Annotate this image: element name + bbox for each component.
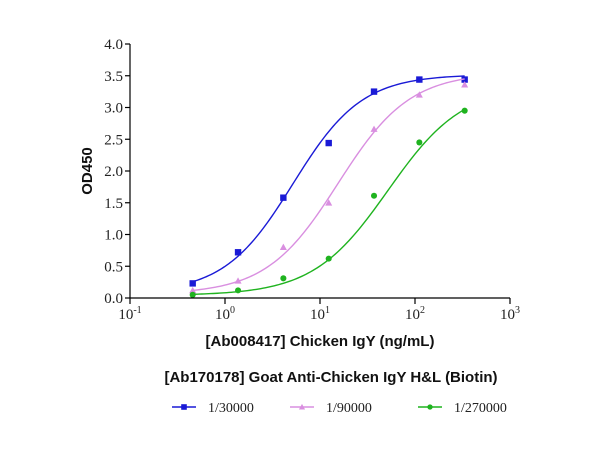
- data-point-triangle: [234, 277, 242, 284]
- data-point-square: [234, 249, 242, 256]
- y-ticks: 0.0 0.5 1.0 1.5 2.0 2.5 3.0 3.5 4.0: [104, 37, 130, 307]
- data-point-triangle: [415, 91, 423, 98]
- y-tick-label: 4.0: [104, 37, 123, 53]
- data-point-circle: [416, 139, 423, 146]
- x-ticks: 10-1 100 101 102 103: [118, 298, 520, 323]
- y-tick-label: 1.0: [104, 228, 123, 244]
- series-1-270000: [189, 107, 468, 298]
- data-point-square: [189, 280, 196, 287]
- y-tick-label: 3.0: [104, 101, 123, 117]
- data-point-square: [370, 88, 378, 95]
- data-point-square: [280, 194, 287, 201]
- legend-title: [Ab170178] Goat Anti-Chicken IgY H&L (Bi…: [164, 369, 497, 386]
- series-1-30000: [189, 75, 468, 287]
- data-point-circle: [427, 404, 433, 410]
- legend-item: 1/90000: [290, 401, 372, 416]
- x-tick-label: 101: [310, 305, 330, 323]
- x-axis-title: [Ab008417] Chicken IgY (ng/mL): [206, 333, 435, 350]
- data-point-circle: [189, 291, 196, 298]
- data-point-circle: [461, 107, 468, 114]
- x-tick-label: 10-1: [118, 305, 141, 323]
- data-point-square: [325, 139, 332, 147]
- data-point-circle: [280, 275, 287, 282]
- data-point-triangle: [298, 403, 306, 410]
- y-tick-label: 1.5: [104, 196, 123, 212]
- data-point-triangle: [189, 286, 197, 294]
- data-point-triangle: [279, 243, 287, 251]
- legend-item: 1/270000: [418, 401, 507, 416]
- legend-item: 1/30000: [172, 401, 254, 416]
- data-point-square: [416, 76, 423, 83]
- x-tick-label: 102: [405, 305, 425, 323]
- x-tick-label: 103: [500, 305, 520, 323]
- series-1-90000: [189, 78, 469, 294]
- y-tick-label: 0.5: [104, 259, 123, 275]
- y-axis-title: OD450: [79, 147, 96, 195]
- data-point-square: [181, 404, 187, 410]
- data-point-triangle: [370, 125, 378, 132]
- y-tick-label: 3.5: [104, 69, 123, 85]
- plot-area: [189, 75, 469, 298]
- y-tick-label: 2.0: [104, 164, 123, 180]
- axes: 0.00.51.01.52.02.53.03.54.0 10-1 100 101 10…: [104, 37, 520, 323]
- data-point-circle: [235, 287, 242, 294]
- data-point-circle: [325, 255, 332, 262]
- legend-label: 1/30000: [208, 401, 254, 416]
- legend-label: 1/270000: [454, 401, 507, 416]
- fit-curve: [192, 75, 465, 283]
- x-tick-label: 100: [215, 305, 235, 323]
- data-point-triangle: [325, 199, 333, 206]
- data-point-triangle: [461, 81, 469, 88]
- y-tick-label: 0.0: [104, 291, 123, 307]
- data-point-circle: [370, 192, 378, 199]
- legend: 1/30000 1/90000 1/270000: [172, 401, 507, 416]
- legend-label: 1/90000: [326, 401, 372, 416]
- y-tick-label: 2.5: [104, 132, 123, 148]
